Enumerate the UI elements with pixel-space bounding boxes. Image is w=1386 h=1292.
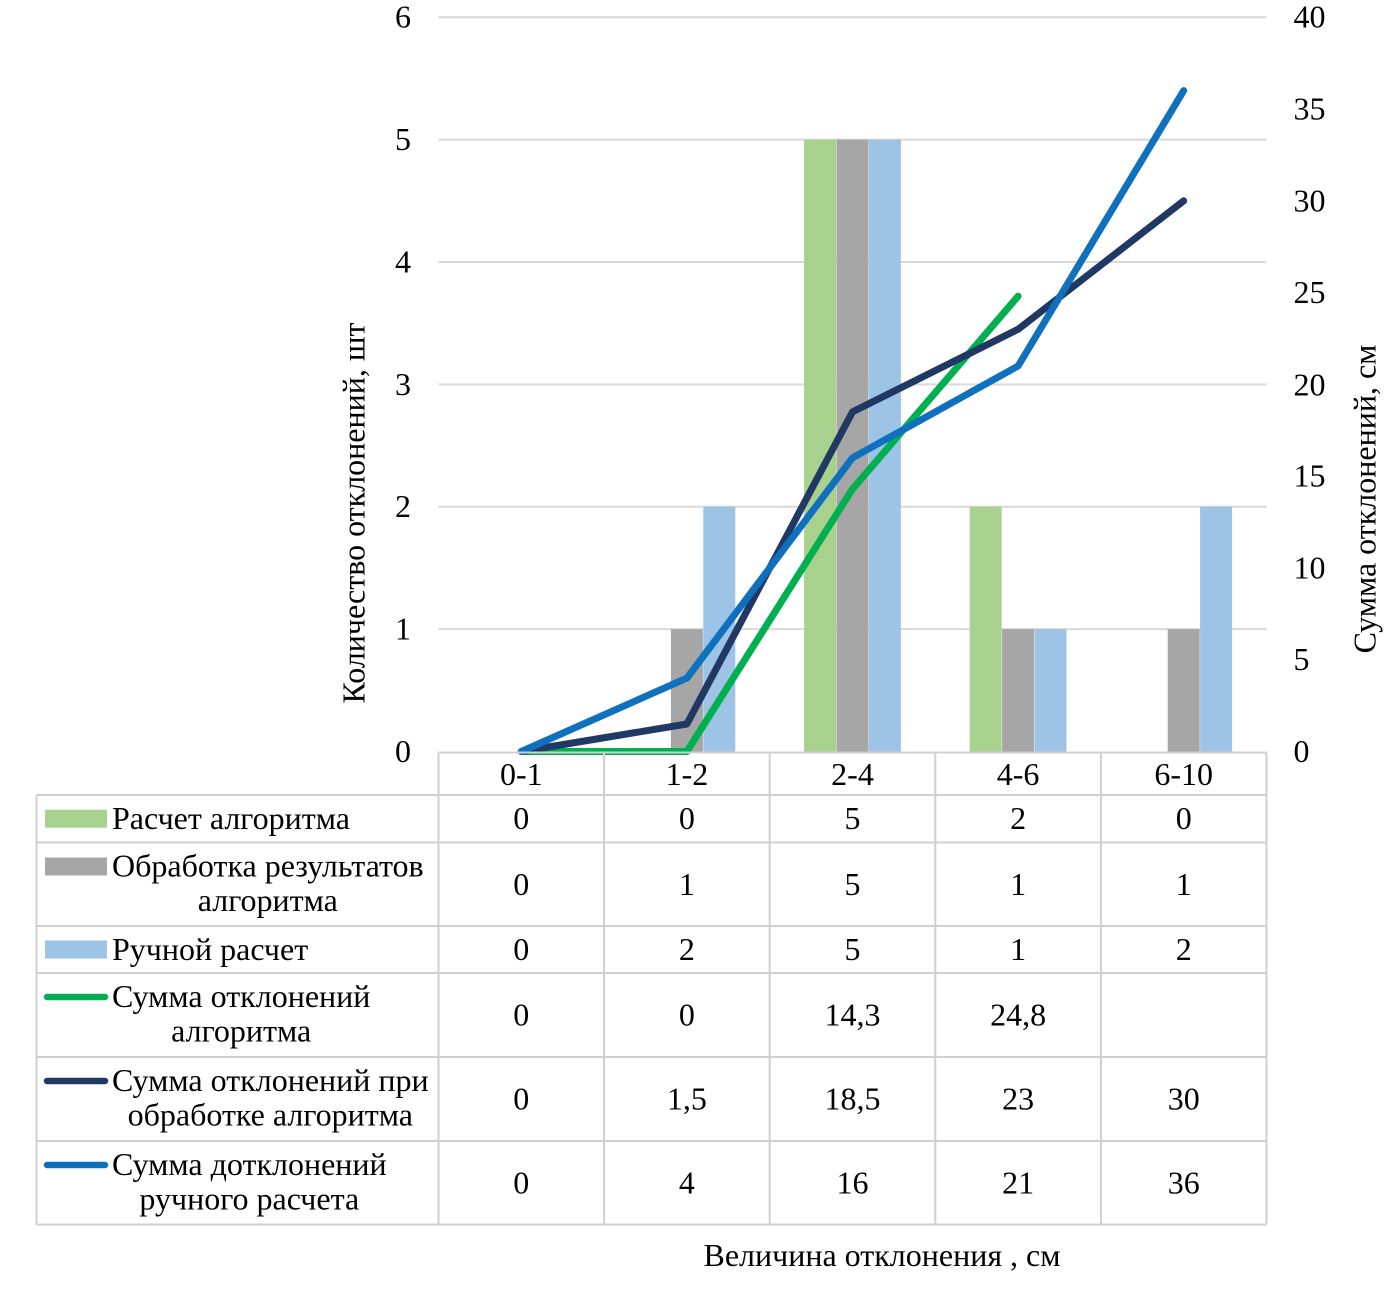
svg-text:35: 35 (1294, 91, 1326, 127)
svg-text:16: 16 (837, 1164, 869, 1200)
svg-text:Обработка результатов: Обработка результатов (112, 848, 424, 884)
svg-text:0: 0 (513, 1164, 529, 1200)
svg-text:Сумма отклонений при: Сумма отклонений при (112, 1062, 429, 1098)
svg-text:2: 2 (679, 931, 695, 967)
svg-text:1: 1 (679, 866, 695, 902)
svg-text:3: 3 (395, 366, 411, 402)
svg-text:1: 1 (395, 611, 411, 647)
svg-text:15: 15 (1294, 458, 1326, 494)
svg-text:0: 0 (513, 866, 529, 902)
svg-text:4: 4 (679, 1164, 695, 1200)
svg-text:Ручной расчет: Ручной расчет (112, 931, 308, 967)
svg-text:40: 40 (1294, 0, 1326, 35)
svg-text:0: 0 (1176, 800, 1192, 836)
svg-text:0: 0 (679, 997, 695, 1033)
svg-text:Сумма отклонений: Сумма отклонений (112, 978, 370, 1014)
svg-text:алгоритма: алгоритма (198, 882, 338, 918)
svg-text:0: 0 (679, 800, 695, 836)
svg-text:алгоритма: алгоритма (171, 1013, 311, 1049)
svg-text:4-6: 4-6 (997, 756, 1040, 792)
svg-text:1: 1 (1176, 866, 1192, 902)
svg-text:6-10: 6-10 (1154, 756, 1213, 792)
svg-text:4: 4 (395, 244, 411, 280)
svg-text:1: 1 (1010, 866, 1026, 902)
svg-text:36: 36 (1168, 1164, 1200, 1200)
svg-text:2: 2 (395, 488, 411, 524)
svg-text:2: 2 (1010, 800, 1026, 836)
svg-text:30: 30 (1168, 1081, 1200, 1117)
svg-text:Величина отклонения , см: Величина отклонения , см (703, 1237, 1060, 1273)
svg-text:обработке алгоритма: обработке алгоритма (128, 1097, 413, 1133)
svg-text:ручного расчета: ручного расчета (139, 1181, 359, 1217)
svg-text:0: 0 (513, 1081, 529, 1117)
svg-text:0: 0 (513, 800, 529, 836)
svg-text:1,5: 1,5 (667, 1081, 707, 1117)
svg-text:2-4: 2-4 (831, 756, 874, 792)
svg-text:5: 5 (845, 866, 861, 902)
svg-text:Сумма отклонений, см: Сумма отклонений, см (1346, 345, 1382, 654)
svg-text:0: 0 (513, 997, 529, 1033)
svg-text:Сумма дотклонений: Сумма дотклонений (112, 1146, 387, 1182)
svg-text:0: 0 (513, 931, 529, 967)
svg-text:1: 1 (1010, 931, 1026, 967)
svg-text:5: 5 (845, 931, 861, 967)
svg-text:14,3: 14,3 (825, 997, 881, 1033)
svg-text:0-1: 0-1 (500, 756, 543, 792)
svg-text:18,5: 18,5 (825, 1081, 881, 1117)
svg-text:Расчет алгоритма: Расчет алгоритма (112, 800, 350, 836)
svg-text:5: 5 (1294, 641, 1310, 677)
svg-text:23: 23 (1002, 1081, 1034, 1117)
svg-text:0: 0 (395, 733, 411, 769)
svg-text:1-2: 1-2 (666, 756, 709, 792)
svg-text:6: 6 (395, 0, 411, 35)
svg-text:Количество отклонений, шт: Количество отклонений, шт (336, 322, 372, 703)
svg-text:5: 5 (395, 121, 411, 157)
svg-text:30: 30 (1294, 182, 1326, 218)
svg-text:5: 5 (845, 800, 861, 836)
svg-text:25: 25 (1294, 274, 1326, 310)
svg-text:20: 20 (1294, 366, 1326, 402)
svg-text:21: 21 (1002, 1164, 1034, 1200)
svg-text:10: 10 (1294, 549, 1326, 585)
svg-text:24,8: 24,8 (990, 997, 1046, 1033)
svg-text:0: 0 (1294, 733, 1310, 769)
svg-text:2: 2 (1176, 931, 1192, 967)
